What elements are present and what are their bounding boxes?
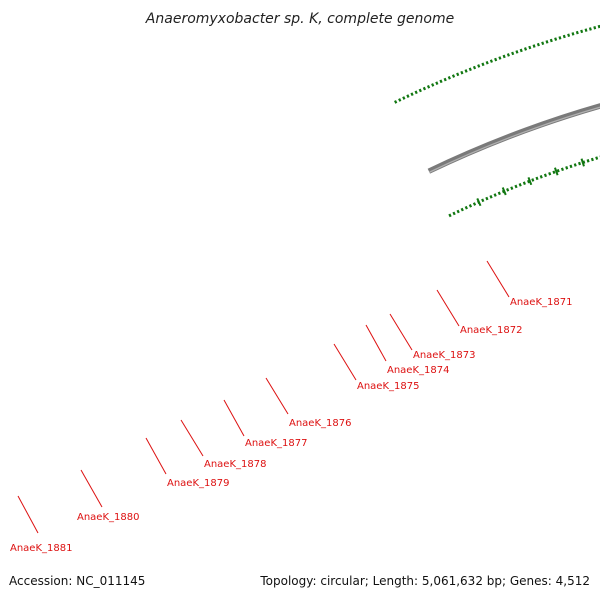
gene-leader-line (436, 289, 460, 327)
gene-label: AnaeK_1873 (413, 350, 475, 361)
gene-leader-line (80, 469, 103, 508)
gene-leader-line (365, 324, 387, 362)
genome-summary-text: Topology: circular; Length: 5,061,632 bp… (260, 574, 590, 588)
map-title: Anaeromyxobacter sp. K, complete genome (145, 11, 454, 27)
gene-label: AnaeK_1871 (510, 297, 572, 308)
inner-major-ticks (476, 158, 585, 207)
gene-leader-line (333, 343, 357, 381)
gene-leader-line (180, 419, 204, 457)
gene-label: AnaeK_1881 (10, 543, 72, 554)
gene-leader-line (17, 495, 39, 534)
outer-dotted-ring (394, 24, 600, 104)
gene-label: AnaeK_1876 (289, 418, 351, 429)
gene-leader-line (145, 437, 167, 475)
gene-label: AnaeK_1872 (460, 325, 522, 336)
gene-label: AnaeK_1879 (167, 478, 229, 489)
gene-leader-line (486, 260, 510, 298)
gene-label: AnaeK_1875 (357, 381, 419, 392)
gene-leader-line (389, 313, 413, 351)
gene-label: AnaeK_1877 (245, 438, 307, 449)
gene-label: AnaeK_1880 (77, 512, 139, 523)
coordinate-ticks: 2134 kbp2135 kbp2136 kbp2137 kbp2138 kbp… (394, 24, 600, 218)
gene-labels: AnaeK_1871 AnaeK_1872 AnaeK_1873 AnaeK_1874… (10, 260, 572, 554)
gene-label: AnaeK_1878 (204, 459, 266, 470)
accession-text: Accession: NC_011145 (9, 574, 146, 588)
gene-leader-line (265, 377, 289, 415)
inner-dotted-ring (448, 155, 600, 218)
gene-label: AnaeK_1874 (387, 365, 449, 376)
gene-leader-line (223, 399, 245, 437)
